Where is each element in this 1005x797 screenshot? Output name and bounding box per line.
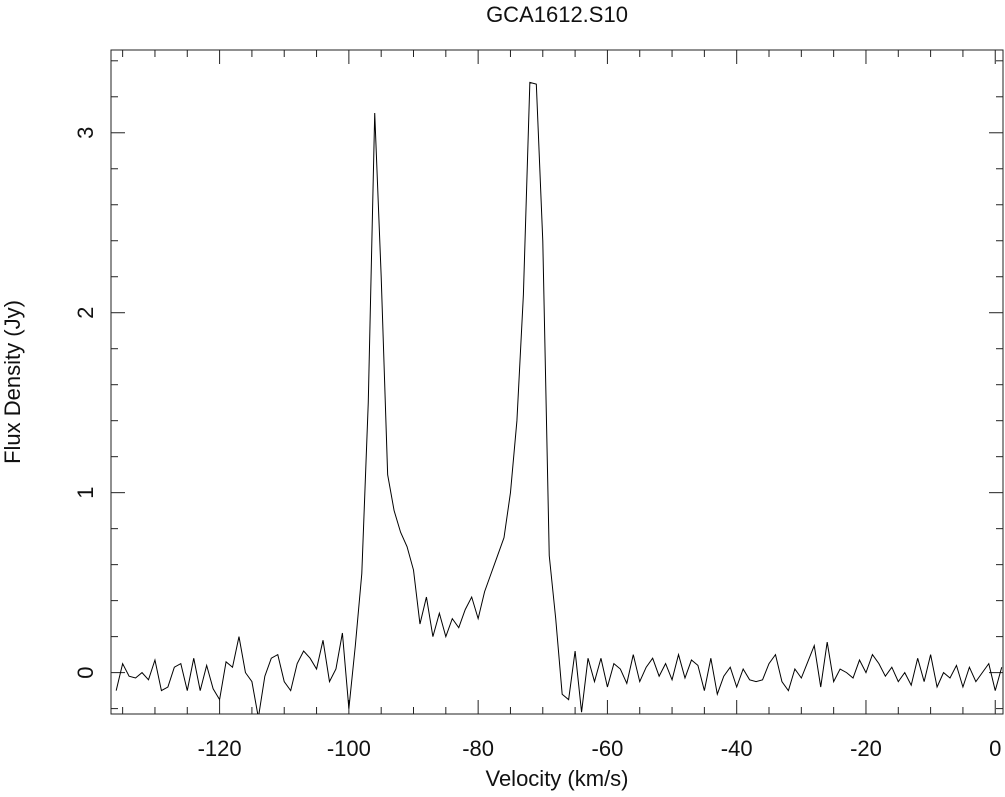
x-tick-label: -120 — [198, 736, 242, 761]
x-tick-label: -60 — [592, 736, 624, 761]
x-tick-label: -100 — [327, 736, 371, 761]
y-tick-label: 2 — [73, 307, 98, 319]
x-tick-label: 0 — [989, 736, 1001, 761]
spectrum-line — [115, 81, 1003, 714]
x-tick-label: -40 — [721, 736, 753, 761]
y-axis-label: Flux Density (Jy) — [0, 300, 25, 464]
x-tick-label: -20 — [850, 736, 882, 761]
x-tick-label: -80 — [462, 736, 494, 761]
plot-frame — [110, 49, 1004, 715]
y-tick-label: 0 — [73, 666, 98, 678]
x-axis-label: Velocity (km/s) — [485, 766, 628, 791]
chart-title: GCA1612.S10 — [486, 2, 628, 27]
y-tick-label: 3 — [73, 127, 98, 139]
y-tick-label: 1 — [73, 487, 98, 499]
